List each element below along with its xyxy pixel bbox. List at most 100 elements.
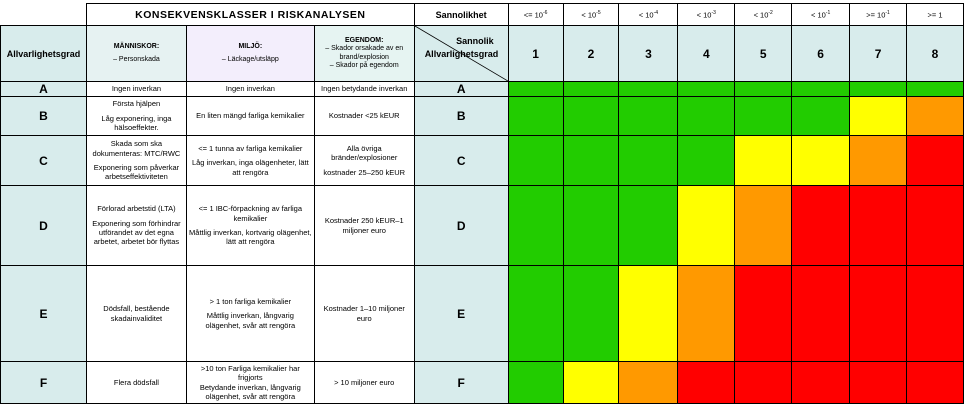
corner-blank bbox=[0, 3, 87, 26]
risk-cell-green bbox=[507, 81, 564, 97]
risk-cell-orange bbox=[849, 135, 907, 186]
environment-consequence: >10 ton Farliga kemikalier har frigjorts… bbox=[185, 361, 315, 404]
risk-cell-green bbox=[618, 81, 679, 97]
risk-cell-green bbox=[791, 81, 851, 97]
risk-cell-green bbox=[677, 96, 736, 136]
human-consequence: Flera dödsfall bbox=[85, 361, 187, 404]
risk-cell-green bbox=[562, 81, 620, 97]
table-row: E Dödsfall, bestående skadainvaliditet >… bbox=[0, 265, 964, 362]
table-row: C Skada som ska dokumenteras: MTC/RWC Ex… bbox=[0, 135, 964, 186]
property-consequence: Ingen betydande inverkan bbox=[313, 81, 415, 97]
risk-cell-green bbox=[618, 135, 679, 186]
risk-matrix-table: KONSEKVENSKLASSER I RISKANALYSEN Sannoli… bbox=[0, 3, 964, 404]
risk-cell-red bbox=[849, 185, 907, 266]
severity-letter-right: C bbox=[413, 135, 509, 186]
risk-cell-green bbox=[849, 81, 907, 97]
prob-class-6: 6 bbox=[791, 25, 851, 82]
risk-cell-orange bbox=[905, 96, 964, 136]
severity-letter: C bbox=[0, 135, 87, 186]
risk-cell-red bbox=[791, 265, 851, 362]
severity-letter: D bbox=[0, 185, 87, 266]
prob-range-2: < 10-5 bbox=[562, 3, 620, 26]
risk-cell-green bbox=[677, 81, 736, 97]
risk-cell-green bbox=[791, 96, 851, 136]
risk-cell-red bbox=[791, 185, 851, 266]
risk-cell-orange bbox=[677, 265, 736, 362]
severity-letter-right: D bbox=[413, 185, 509, 266]
severity-axis-label: Allvarlighetsgrad bbox=[0, 25, 87, 82]
prob-range-5: < 10-2 bbox=[734, 3, 793, 26]
diagonal-label-severity: Allvarlighetsgrad bbox=[424, 49, 499, 59]
prob-class-4: 4 bbox=[677, 25, 736, 82]
risk-cell-green bbox=[562, 96, 620, 136]
environment-consequence: Ingen inverkan bbox=[185, 81, 315, 97]
severity-letter-right: F bbox=[413, 361, 509, 404]
risk-cell-red bbox=[849, 265, 907, 362]
prob-range-6: < 10-1 bbox=[791, 3, 851, 26]
property-consequence: Kostnader 250 kEUR–1 miljoner euro bbox=[313, 185, 415, 266]
property-consequence: Kostnader 1–10 miljoner euro bbox=[313, 265, 415, 362]
environment-consequence: <= 1 IBC-förpackning av farliga kemikali… bbox=[185, 185, 315, 266]
risk-cell-green bbox=[507, 361, 564, 404]
prob-class-7: 7 bbox=[849, 25, 907, 82]
risk-cell-red bbox=[677, 361, 736, 404]
category-property: EGENDOM: – Skador orsakade av en brand/e… bbox=[313, 25, 415, 82]
human-consequence: Förlorad arbetstid (LTA) Exponering som … bbox=[85, 185, 187, 266]
severity-letter: B bbox=[0, 96, 87, 136]
prob-class-5: 5 bbox=[734, 25, 793, 82]
prob-range-4: < 10-3 bbox=[677, 3, 736, 26]
property-consequence: Kostnader <25 kEUR bbox=[313, 96, 415, 136]
risk-cell-red bbox=[905, 265, 964, 362]
diagonal-label-probability: Sannolik bbox=[456, 36, 494, 46]
prob-range-1: <= 10-6 bbox=[507, 3, 564, 26]
risk-cell-green bbox=[507, 185, 564, 266]
risk-cell-green bbox=[618, 96, 679, 136]
risk-cell-green bbox=[905, 81, 964, 97]
risk-cell-red bbox=[734, 265, 793, 362]
risk-cell-red bbox=[849, 361, 907, 404]
risk-cell-orange bbox=[618, 361, 679, 404]
header-row-top: KONSEKVENSKLASSER I RISKANALYSEN Sannoli… bbox=[0, 3, 964, 26]
risk-cell-green bbox=[677, 135, 736, 186]
risk-cell-green bbox=[734, 96, 793, 136]
header-row-categories: Allvarlighetsgrad MÄNNISKOR: – Personska… bbox=[0, 25, 964, 82]
risk-cell-yellow bbox=[734, 135, 793, 186]
prob-class-2: 2 bbox=[562, 25, 620, 82]
severity-letter-right: A bbox=[413, 81, 509, 97]
property-consequence: Alla övriga bränder/explosioner kostnade… bbox=[313, 135, 415, 186]
human-consequence: Skada som ska dokumenteras: MTC/RWC Expo… bbox=[85, 135, 187, 186]
severity-letter: F bbox=[0, 361, 87, 404]
environment-consequence: <= 1 tunna av farliga kemikalier Låg inv… bbox=[185, 135, 315, 186]
human-consequence: Ingen inverkan bbox=[85, 81, 187, 97]
risk-cell-yellow bbox=[618, 265, 679, 362]
page-title: KONSEKVENSKLASSER I RISKANALYSEN bbox=[85, 3, 415, 26]
risk-cell-red bbox=[734, 361, 793, 404]
category-environment: MILJÖ: – Läckage/utsläpp bbox=[185, 25, 315, 82]
environment-consequence: > 1 ton farliga kemikalier Måttlig inver… bbox=[185, 265, 315, 362]
risk-cell-red bbox=[905, 185, 964, 266]
severity-letter: E bbox=[0, 265, 87, 362]
prob-class-3: 3 bbox=[618, 25, 679, 82]
table-row: F Flera dödsfall >10 ton Farliga kemikal… bbox=[0, 361, 964, 404]
human-consequence: Första hjälpen Låg exponering, inga häls… bbox=[85, 96, 187, 136]
human-consequence: Dödsfall, bestående skadainvaliditet bbox=[85, 265, 187, 362]
table-row: D Förlorad arbetstid (LTA) Exponering so… bbox=[0, 185, 964, 266]
prob-range-8: >= 1 bbox=[905, 3, 964, 26]
risk-cell-green bbox=[562, 185, 620, 266]
table-row: B Första hjälpen Låg exponering, inga hä… bbox=[0, 96, 964, 136]
risk-cell-green bbox=[507, 265, 564, 362]
severity-letter-right: E bbox=[413, 265, 509, 362]
prob-range-7: >= 10-1 bbox=[849, 3, 907, 26]
risk-cell-yellow bbox=[791, 135, 851, 186]
prob-range-3: < 10-4 bbox=[618, 3, 679, 26]
risk-cell-green bbox=[507, 135, 564, 186]
table-row: A Ingen inverkan Ingen inverkan Ingen be… bbox=[0, 81, 964, 97]
risk-cell-green bbox=[734, 81, 793, 97]
prob-class-8: 8 bbox=[905, 25, 964, 82]
risk-cell-green bbox=[507, 96, 564, 136]
diagonal-header-cell: Sannolik Allvarlighetsgrad bbox=[413, 25, 509, 82]
diagonal-line bbox=[415, 26, 508, 81]
prob-class-1: 1 bbox=[507, 25, 564, 82]
risk-cell-red bbox=[905, 361, 964, 404]
